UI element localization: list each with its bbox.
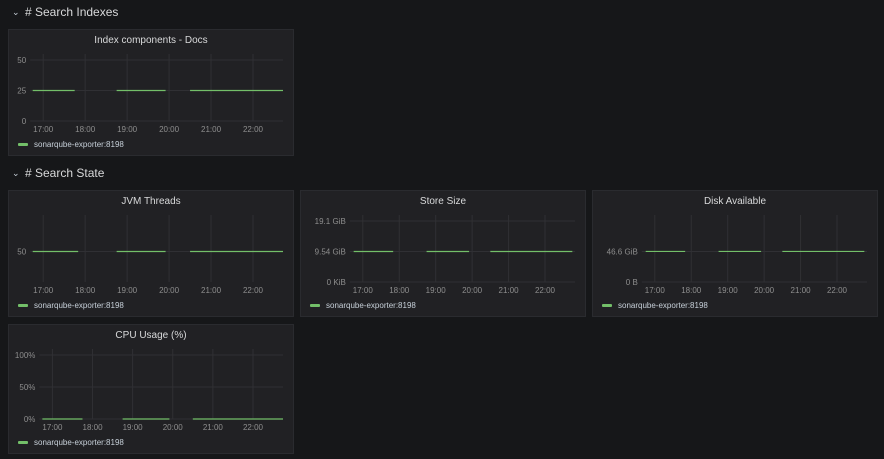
legend-item[interactable]: sonarqube-exporter:8198	[18, 301, 124, 310]
x-tick-label: 20:00	[159, 125, 180, 134]
x-tick-label: 19:00	[123, 423, 144, 432]
x-tick-label: 21:00	[201, 125, 222, 134]
x-tick-label: 19:00	[718, 286, 739, 295]
graph[interactable]: 50 17:00 18:00 19:00 20:00 21:00 22:00	[9, 191, 295, 318]
y-tick-label: 0 KiB	[327, 278, 346, 287]
x-tick-label: 17:00	[42, 423, 63, 432]
panel-index-components-docs[interactable]: Index components - Docs 50 25 0 17:00 18:00 1…	[8, 29, 294, 156]
y-tick-label: 0	[22, 117, 27, 126]
x-tick-label: 17:00	[33, 125, 54, 134]
y-tick-label: 25	[17, 87, 26, 96]
row-title: # Search Indexes	[25, 5, 119, 19]
graph[interactable]: 100% 50% 0% 17:00 18:00 19:00 20:00 21:00 22:00	[9, 325, 295, 455]
series-color-swatch	[310, 304, 320, 307]
x-tick-label: 22:00	[243, 423, 264, 432]
legend-item[interactable]: sonarqube-exporter:8198	[602, 301, 708, 310]
x-tick-label: 20:00	[163, 423, 184, 432]
legend-item[interactable]: sonarqube-exporter:8198	[18, 438, 124, 447]
series-color-swatch	[18, 304, 28, 307]
graph[interactable]: 19.1 GiB 9.54 GiB 0 KiB 17:00 18:00 19:00 20:0…	[301, 191, 587, 318]
x-tick-label: 17:00	[353, 286, 374, 295]
row-header-search-indexes[interactable]: ⌄ # Search Indexes	[12, 2, 118, 22]
y-tick-label: 0%	[24, 415, 36, 424]
y-tick-label: 50	[17, 248, 26, 257]
row-title: # Search State	[25, 166, 105, 180]
x-tick-label: 20:00	[754, 286, 775, 295]
x-tick-label: 22:00	[535, 286, 556, 295]
row-header-search-state[interactable]: ⌄ # Search State	[12, 163, 104, 183]
panel-title[interactable]: JVM Threads	[121, 196, 181, 207]
series-color-swatch	[602, 304, 612, 307]
x-tick-label: 21:00	[203, 423, 224, 432]
x-tick-label: 21:00	[201, 286, 222, 295]
y-tick-label: 0 B	[626, 278, 638, 287]
y-tick-label: 100%	[15, 351, 35, 360]
x-tick-label: 20:00	[159, 286, 180, 295]
x-tick-label: 19:00	[117, 125, 138, 134]
y-tick-label: 19.1 GiB	[315, 217, 346, 226]
x-tick-label: 21:00	[499, 286, 520, 295]
chevron-down-icon[interactable]: ⌄	[12, 167, 20, 178]
series-color-swatch	[18, 143, 28, 146]
x-tick-label: 18:00	[681, 286, 702, 295]
x-tick-label: 22:00	[243, 286, 264, 295]
graph[interactable]: 50 25 0 17:00 18:00 19:00 20:00 21:00 22:00	[9, 30, 295, 157]
panel-cpu-usage[interactable]: CPU Usage (%) 100% 50% 0% 17:00 18:00 19:00 20…	[8, 324, 294, 454]
y-tick-label: 46.6 GiB	[607, 248, 638, 257]
panel-disk-available[interactable]: Disk Available 46.6 GiB 0 B 17:00 18:00 19:0…	[592, 190, 878, 317]
legend-label: sonarqube-exporter:8198	[34, 301, 124, 310]
legend-label: sonarqube-exporter:8198	[618, 301, 708, 310]
x-tick-label: 17:00	[645, 286, 666, 295]
legend-label: sonarqube-exporter:8198	[326, 301, 416, 310]
panel-title[interactable]: Index components - Docs	[94, 35, 208, 46]
panel-store-size[interactable]: Store Size 19.1 GiB 9.54 GiB 0 KiB 17:00 18:…	[300, 190, 586, 317]
x-tick-label: 22:00	[243, 125, 264, 134]
x-tick-label: 19:00	[117, 286, 138, 295]
x-tick-label: 21:00	[791, 286, 812, 295]
panel-jvm-threads[interactable]: JVM Threads 50 17:00 18:00 19:00 20:00 21:00 2…	[8, 190, 294, 317]
x-tick-label: 18:00	[83, 423, 104, 432]
legend-item[interactable]: sonarqube-exporter:8198	[310, 301, 416, 310]
panel-title[interactable]: Store Size	[419, 196, 467, 207]
x-tick-label: 19:00	[426, 286, 447, 295]
x-tick-label: 18:00	[75, 125, 96, 134]
legend-item[interactable]: sonarqube-exporter:8198	[18, 140, 124, 149]
panel-title[interactable]: Disk Available	[703, 196, 767, 207]
legend-label: sonarqube-exporter:8198	[34, 140, 124, 149]
legend-label: sonarqube-exporter:8198	[34, 438, 124, 447]
x-tick-label: 22:00	[827, 286, 848, 295]
y-tick-label: 50%	[19, 383, 35, 392]
graph[interactable]: 46.6 GiB 0 B 17:00 18:00 19:00 20:00 21:00 22:0…	[593, 191, 879, 318]
x-tick-label: 17:00	[33, 286, 54, 295]
x-tick-label: 18:00	[75, 286, 96, 295]
y-tick-label: 50	[17, 56, 26, 65]
y-tick-label: 9.54 GiB	[315, 248, 346, 257]
panel-title[interactable]: CPU Usage (%)	[115, 330, 187, 341]
series-color-swatch	[18, 441, 28, 444]
x-tick-label: 20:00	[462, 286, 483, 295]
chevron-down-icon[interactable]: ⌄	[12, 6, 20, 17]
x-tick-label: 18:00	[389, 286, 410, 295]
